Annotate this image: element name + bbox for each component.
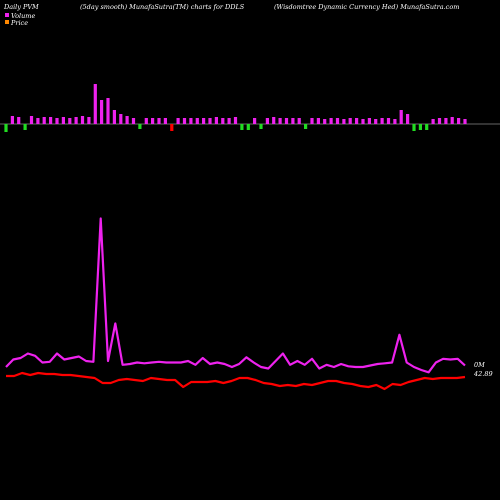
volume-bar [106, 98, 110, 124]
volume-bar [131, 118, 136, 124]
volume-bar [93, 84, 97, 124]
volume-bar [463, 119, 467, 124]
volume-bar [195, 118, 199, 124]
volume-bar [119, 114, 123, 124]
volume-bar [437, 118, 442, 124]
series-lines [5, 217, 466, 391]
volume-bar [214, 117, 218, 124]
header-left: Daily PVM [3, 3, 39, 11]
volume-bar [431, 119, 435, 124]
volume-bar [457, 118, 461, 124]
volume-bar [278, 118, 282, 124]
volume-bar [29, 116, 34, 124]
volume-bar [412, 124, 416, 131]
volume-bar [100, 100, 104, 124]
volume-bar [304, 124, 308, 129]
volume-bar [361, 119, 365, 124]
volume-bar [233, 117, 238, 124]
volume-bar [176, 118, 180, 124]
volume-bar [348, 118, 352, 124]
volume-bar [10, 116, 14, 124]
volume-bar [221, 118, 225, 124]
volume-bar [4, 124, 8, 132]
volume-bar [61, 117, 65, 124]
volume-bar [253, 118, 257, 124]
volume-bar [316, 118, 320, 124]
volume-line [5, 217, 466, 374]
volume-bar [444, 118, 448, 124]
volume-bar [189, 118, 193, 124]
volume-bar [240, 124, 244, 130]
legend-volume-label: Volume [11, 12, 35, 20]
volume-bar [355, 118, 359, 124]
volume-bar [182, 118, 187, 124]
volume-bar [425, 124, 429, 130]
volume-bar [418, 124, 422, 130]
volume-bar [291, 118, 295, 124]
volume-bar [246, 124, 250, 130]
price-line [6, 371, 466, 391]
volume-bar [342, 119, 346, 124]
volume-bar [68, 118, 72, 124]
volume-bar [151, 118, 155, 124]
legend-volume-swatch [5, 13, 9, 17]
volume-bar [284, 118, 289, 124]
volume-bar [80, 116, 85, 124]
volume-bar [259, 124, 263, 129]
header-right: (Wisdomtree Dynamic Currency Hed) Munafa… [274, 3, 459, 11]
volume-bar [17, 117, 21, 124]
volume-bar [367, 118, 371, 124]
volume-bar [144, 118, 148, 124]
volume-bar [227, 118, 231, 124]
volume-bar [163, 118, 167, 124]
volume-bar [374, 119, 378, 124]
volume-bar [55, 118, 59, 124]
volume-bar [386, 118, 391, 124]
volume-bar [450, 117, 454, 124]
volume-bar [399, 110, 403, 124]
header-center: (5day smooth) MunafaSutra(TM) charts for… [80, 3, 245, 11]
legend-price-swatch [5, 20, 9, 24]
volume-bar [323, 119, 327, 124]
volume-bar [297, 118, 301, 124]
volume-bar [272, 117, 276, 124]
volume-bar [380, 118, 384, 124]
volume-bar [406, 114, 410, 124]
volume-bars [4, 84, 467, 132]
volume-bar [157, 118, 161, 124]
volume-end-label: 0M [474, 361, 485, 369]
volume-bar [335, 118, 340, 124]
volume-bar [23, 124, 27, 130]
volume-bar [125, 116, 129, 124]
volume-bar [170, 124, 174, 131]
price-end-label: 42.89 [473, 370, 493, 378]
volume-bar [138, 124, 142, 129]
volume-bar [329, 118, 333, 124]
volume-bar [208, 118, 212, 124]
volume-bar [393, 119, 397, 124]
volume-bar [310, 118, 314, 124]
legend-price-label: Price [10, 19, 28, 27]
volume-bar [112, 110, 116, 124]
volume-bar [49, 117, 53, 124]
volume-bar [74, 117, 78, 124]
volume-bar [265, 118, 269, 124]
volume-bar [42, 117, 46, 124]
volume-bar [36, 118, 40, 124]
volume-bar [202, 118, 206, 124]
volume-bar [87, 117, 91, 124]
